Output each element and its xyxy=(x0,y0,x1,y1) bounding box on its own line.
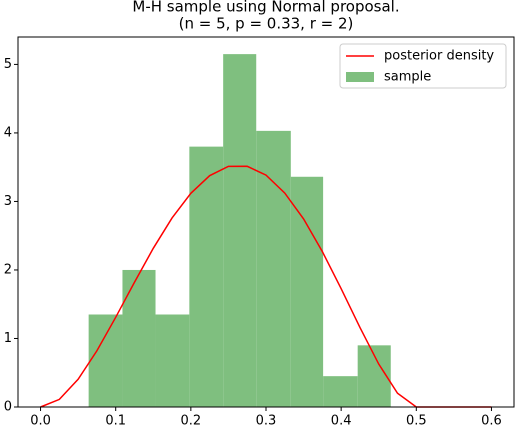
x-tick-label: 0.5 xyxy=(406,414,427,429)
y-tick-label: 3 xyxy=(4,194,12,209)
legend-swatch xyxy=(346,72,374,82)
histogram-bar xyxy=(155,314,190,407)
chart-title: M-H sample using Normal proposal. xyxy=(132,0,399,16)
histogram-bar xyxy=(256,130,291,408)
y-tick-label: 2 xyxy=(4,262,12,277)
histogram-bar xyxy=(88,314,123,407)
x-tick-label: 0.4 xyxy=(331,414,352,429)
histogram-bar xyxy=(290,176,324,407)
legend-label: posterior density xyxy=(384,49,494,64)
x-tick-label: 0.2 xyxy=(181,414,202,429)
chart-subtitle: (n = 5, p = 0.33, r = 2) xyxy=(179,15,354,33)
histogram-bar xyxy=(223,54,257,407)
legend-box xyxy=(339,43,507,89)
y-tick-label: 4 xyxy=(4,125,12,140)
legend-label: sample xyxy=(384,70,431,85)
histogram-bar xyxy=(189,146,224,407)
y-tick-label: 5 xyxy=(4,57,12,72)
histogram-bar xyxy=(122,269,156,407)
y-tick-label: 1 xyxy=(4,331,12,346)
x-tick-label: 0.6 xyxy=(481,414,502,429)
x-tick-label: 0.3 xyxy=(256,414,277,429)
histogram-bar xyxy=(323,376,358,407)
x-tick-label: 0.1 xyxy=(105,414,126,429)
y-tick-label: 0 xyxy=(4,400,12,415)
x-tick-label: 0.0 xyxy=(30,414,51,429)
